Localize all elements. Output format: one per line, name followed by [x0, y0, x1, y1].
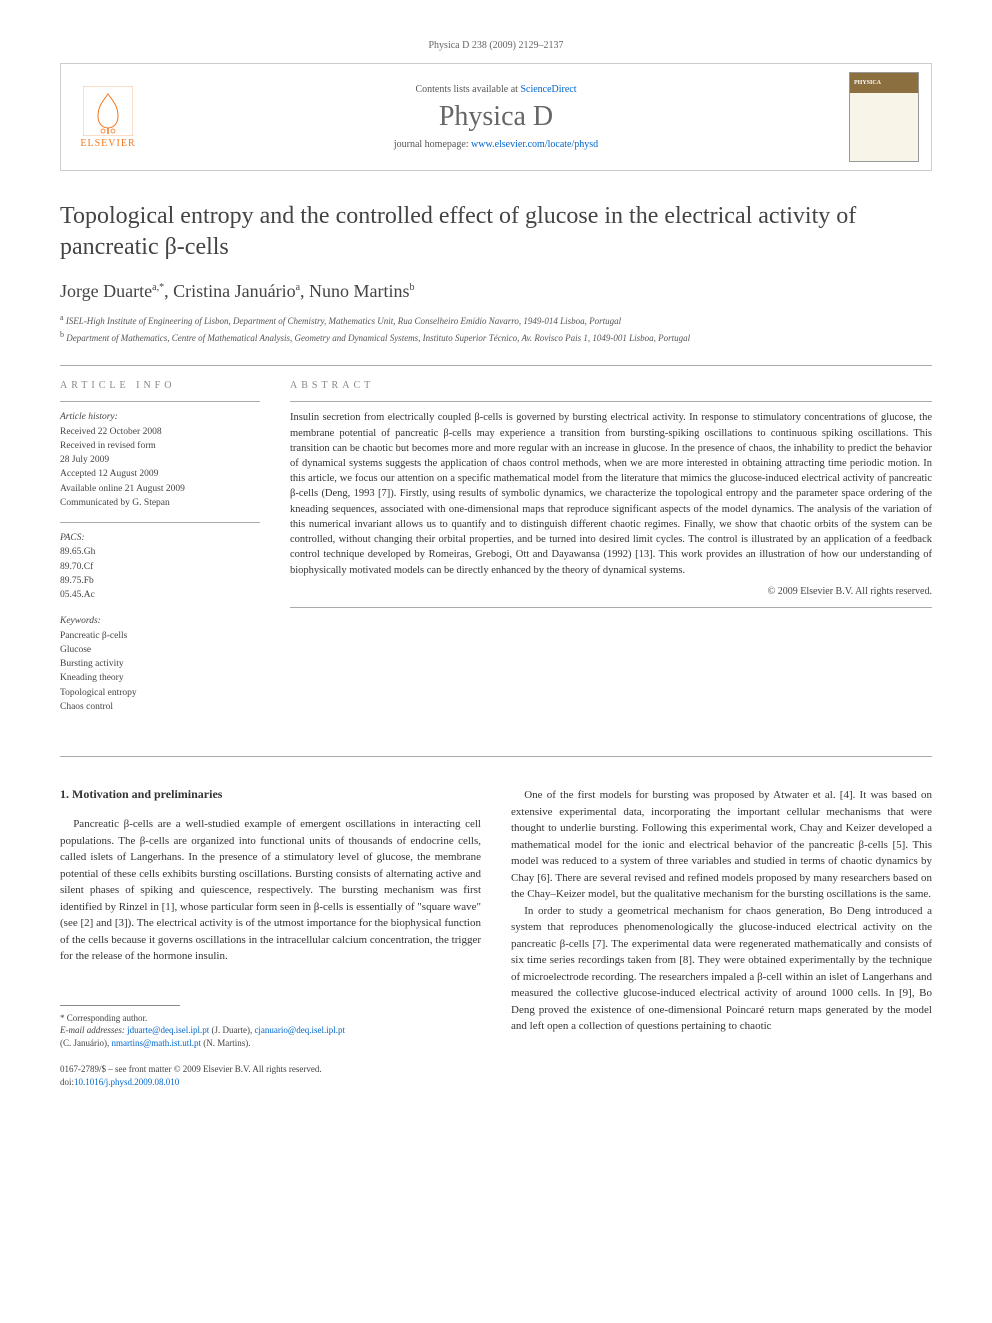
divider: [60, 401, 260, 402]
contents-prefix: Contents lists available at: [415, 84, 520, 95]
divider: [60, 522, 260, 523]
history-item: Received 22 October 2008: [60, 427, 162, 437]
abstract-label: ABSTRACT: [290, 380, 932, 391]
email-addresses: E-mail addresses: jduarte@deq.isel.ipl.p…: [60, 1024, 481, 1049]
keyword: Glucose: [60, 645, 91, 655]
article-history: Article history: Received 22 October 200…: [60, 410, 260, 510]
sciencedirect-link[interactable]: ScienceDirect: [520, 84, 576, 95]
section-heading: 1. Motivation and preliminaries: [60, 787, 481, 802]
history-label: Article history:: [60, 410, 260, 424]
history-item: 28 July 2009: [60, 455, 109, 465]
email-who: (N. Martins): [203, 1038, 248, 1048]
divider: [60, 756, 932, 757]
publisher-name: ELSEVIER: [80, 138, 135, 149]
author: Cristina Januárioa: [173, 281, 300, 301]
cover-label: PHYSICA: [854, 80, 881, 86]
history-item: Received in revised form: [60, 441, 156, 451]
journal-cover-thumb: PHYSICA: [849, 72, 919, 162]
divider: [290, 401, 932, 402]
history-item: Accepted 12 August 2009: [60, 469, 158, 479]
email-who: (J. Duarte): [211, 1025, 249, 1035]
issn-line: 0167-2789/$ – see front matter © 2009 El…: [60, 1063, 932, 1076]
doi-link[interactable]: 10.1016/j.physd.2009.08.010: [74, 1077, 179, 1087]
keyword: Chaos control: [60, 702, 113, 712]
divider: [60, 365, 932, 366]
journal-homepage: journal homepage: www.elsevier.com/locat…: [143, 139, 849, 150]
email-link[interactable]: jduarte@deq.isel.ipl.pt: [127, 1025, 209, 1035]
keywords-block: Keywords: Pancreatic β-cells Glucose Bur…: [60, 614, 260, 714]
keyword: Topological entropy: [60, 688, 137, 698]
doi-label: doi:: [60, 1077, 74, 1087]
homepage-link[interactable]: www.elsevier.com/locate/physd: [471, 139, 598, 150]
article-info-label: ARTICLE INFO: [60, 380, 260, 391]
footnote-divider: [60, 1005, 180, 1006]
author-list: Jorge Duartea,*, Cristina Januárioa, Nun…: [60, 281, 932, 302]
pacs-code: 05.45.Ac: [60, 590, 95, 600]
footnotes: * Corresponding author. E-mail addresses…: [60, 1012, 481, 1050]
pacs-code: 89.65.Gh: [60, 547, 95, 557]
contents-available: Contents lists available at ScienceDirec…: [143, 84, 849, 95]
article-title: Topological entropy and the controlled e…: [60, 201, 932, 263]
header-citation: Physica D 238 (2009) 2129–2137: [60, 40, 932, 51]
body-paragraph: In order to study a geometrical mechanis…: [511, 903, 932, 1035]
email-link[interactable]: nmartins@math.ist.utl.pt: [112, 1038, 202, 1048]
journal-banner: ELSEVIER Contents lists available at Sci…: [60, 63, 932, 171]
homepage-prefix: journal homepage:: [394, 139, 471, 150]
corresponding-author: * Corresponding author.: [60, 1012, 481, 1025]
author: Jorge Duartea,*: [60, 281, 164, 301]
body-paragraph: Pancreatic β-cells are a well-studied ex…: [60, 816, 481, 965]
pacs-code: 89.75.Fb: [60, 576, 94, 586]
doi-line: doi:10.1016/j.physd.2009.08.010: [60, 1076, 932, 1089]
pacs-code: 89.70.Cf: [60, 562, 93, 572]
affiliation: a ISEL-High Institute of Engineering of …: [60, 312, 932, 329]
journal-name: Physica D: [143, 101, 849, 133]
elsevier-tree-icon: [83, 86, 133, 136]
history-item: Available online 21 August 2009: [60, 484, 185, 494]
email-who: (C. Januário): [60, 1038, 107, 1048]
keyword: Pancreatic β-cells: [60, 631, 127, 641]
page-footer: 0167-2789/$ – see front matter © 2009 El…: [60, 1063, 932, 1088]
keyword: Bursting activity: [60, 659, 124, 669]
email-link[interactable]: cjanuario@deq.isel.ipl.pt: [254, 1025, 345, 1035]
publisher-logo: ELSEVIER: [73, 86, 143, 149]
history-item: Communicated by G. Stepan: [60, 498, 170, 508]
keywords-label: Keywords:: [60, 614, 260, 628]
author: Nuno Martinsb: [309, 281, 415, 301]
body-paragraph: One of the first models for bursting was…: [511, 787, 932, 903]
email-label: E-mail addresses:: [60, 1025, 125, 1035]
affiliations: a ISEL-High Institute of Engineering of …: [60, 312, 932, 345]
pacs-label: PACS:: [60, 531, 260, 545]
pacs-block: PACS: 89.65.Gh 89.70.Cf 89.75.Fb 05.45.A…: [60, 531, 260, 602]
divider: [290, 607, 932, 608]
affiliation: b Department of Mathematics, Centre of M…: [60, 329, 932, 346]
copyright-line: © 2009 Elsevier B.V. All rights reserved…: [290, 586, 932, 597]
keyword: Kneading theory: [60, 673, 124, 683]
abstract-text: Insulin secretion from electrically coup…: [290, 410, 932, 577]
